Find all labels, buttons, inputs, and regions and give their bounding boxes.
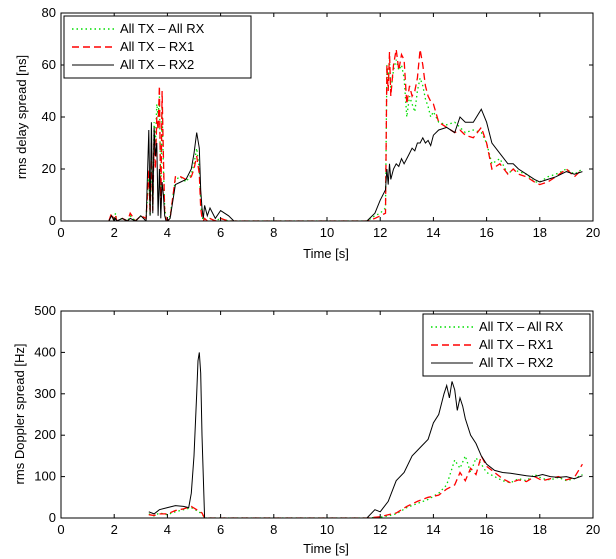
x-tick-label: 10 <box>320 522 334 537</box>
x-tick-label: 2 <box>111 225 118 240</box>
x-tick-label: 8 <box>270 522 277 537</box>
chart-delay-spread: 0 2 4 6 8 10 12 14 16 18 20 0 20 40 60 80 Time [s] rms … <box>14 5 600 261</box>
x-tick-label: 16 <box>479 522 493 537</box>
y-tick-label: 20 <box>42 161 56 176</box>
legend-1: All TX – All RX All TX – RX1 All TX – RX2 <box>63 15 252 79</box>
x-tick-label: 2 <box>111 522 118 537</box>
x-tick-label: 8 <box>270 225 277 240</box>
series-line-3 <box>148 352 583 518</box>
y-axis-label-2: rms Doppler spread [Hz] <box>12 344 27 485</box>
x-tick-label: 14 <box>426 522 440 537</box>
legend-box <box>422 313 591 377</box>
series-line-1 <box>108 59 583 221</box>
x-tick-label: 12 <box>373 522 387 537</box>
legend-label: All TX – RX1 <box>120 39 194 54</box>
x-tick-label: 18 <box>533 522 547 537</box>
y-tick-label: 200 <box>34 427 56 442</box>
plot-area-1: 0 2 4 6 8 10 12 14 16 18 20 0 20 40 60 80 <box>42 5 601 240</box>
legend-label: All TX – RX2 <box>120 57 194 72</box>
y-tick-label: 300 <box>34 386 56 401</box>
x-tick-label: 12 <box>373 225 387 240</box>
x-axis-label-1: Time [s] <box>303 246 349 261</box>
legend-label: All TX – RX1 <box>479 337 553 352</box>
x-tick-label: 10 <box>320 225 334 240</box>
y-axis-label-1: rms delay spread [ns] <box>14 55 29 179</box>
y-tick-label: 400 <box>34 344 56 359</box>
legend-2: All TX – All RX All TX – RX1 All TX – RX2 <box>422 313 591 377</box>
legend-label: All TX – RX2 <box>479 355 553 370</box>
x-tick-label: 4 <box>164 522 171 537</box>
x-tick-label: 14 <box>426 225 440 240</box>
y-tick-label: 500 <box>34 303 56 318</box>
x-tick-label: 20 <box>586 522 600 537</box>
x-axis-label-2: Time [s] <box>303 541 349 556</box>
y-tick-label: 100 <box>34 469 56 484</box>
y-tick-label: 0 <box>49 510 56 525</box>
series-line-3 <box>108 108 583 221</box>
y-tick-label: 40 <box>42 109 56 124</box>
y-tick-label: 60 <box>42 57 56 72</box>
y-tick-label: 0 <box>49 213 56 228</box>
x-tick-label: 0 <box>57 225 64 240</box>
x-tick-label: 0 <box>57 522 64 537</box>
x-tick-label: 20 <box>586 225 600 240</box>
legend-label: All TX – All RX <box>120 21 205 36</box>
legend-label: All TX – All RX <box>479 319 564 334</box>
y-tick-label: 80 <box>42 5 56 20</box>
x-tick-label: 6 <box>217 225 224 240</box>
series-line-1 <box>148 454 583 518</box>
x-tick-label: 18 <box>533 225 547 240</box>
series-line-2 <box>148 454 583 518</box>
x-tick-label: 6 <box>217 522 224 537</box>
x-tick-label: 16 <box>479 225 493 240</box>
x-tick-label: 4 <box>164 225 171 240</box>
